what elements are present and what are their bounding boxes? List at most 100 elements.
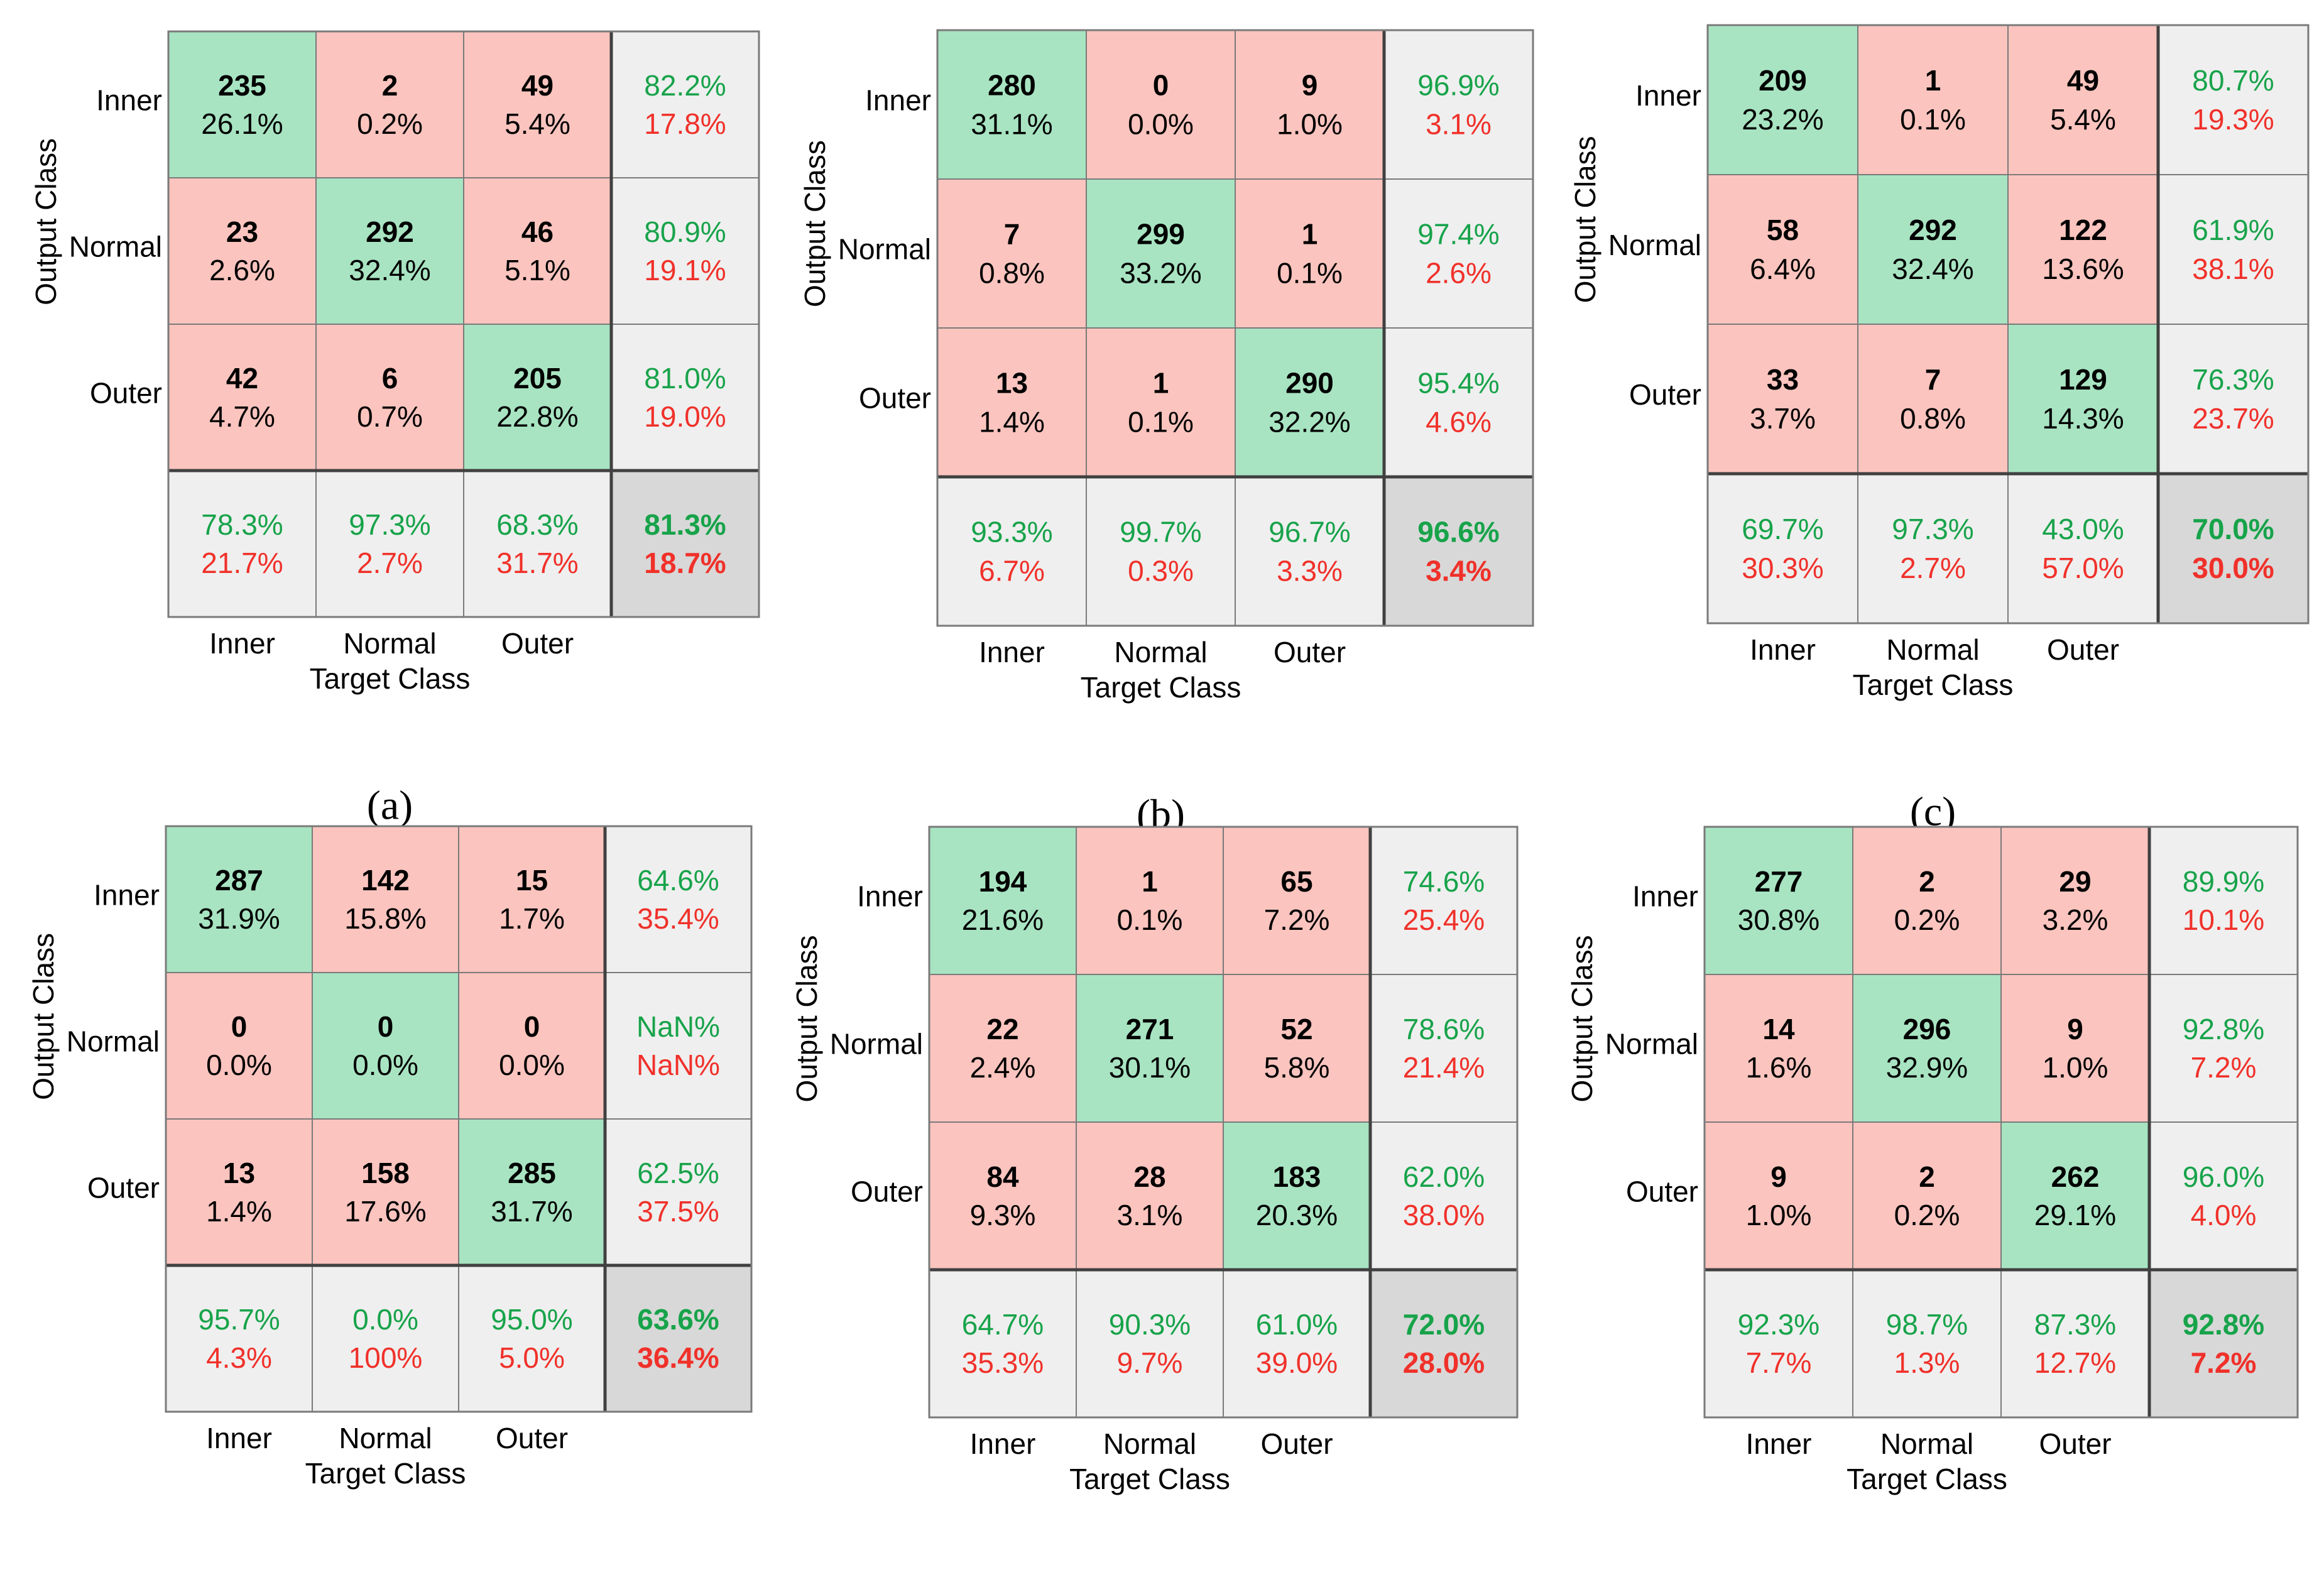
column-correct-rate: 93.3% (971, 516, 1052, 548)
cell-percent: 1.0% (1746, 1199, 1812, 1231)
misclass-cell (315, 324, 464, 471)
cell-count: 13 (996, 367, 1028, 400)
cell-percent: 5.4% (505, 107, 570, 140)
column-correct-rate: 97.3% (1892, 513, 1973, 545)
matrix-border (928, 826, 1519, 1419)
row-error-rate: 19.3% (2192, 103, 2274, 136)
column-correct-rate: 87.3% (2034, 1308, 2116, 1341)
column-correct-rate: 78.3% (201, 508, 283, 541)
cell-count: 58 (1767, 214, 1799, 246)
cell-count: 277 (1755, 865, 1803, 898)
cell-percent: 31.1% (971, 107, 1052, 140)
cell-percent: 3.7% (1750, 402, 1816, 435)
cell-percent: 31.7% (491, 1195, 572, 1228)
row-correct-rate: 76.3% (2192, 363, 2274, 396)
misclass-cell (312, 1118, 459, 1266)
column-correct-rate: 90.3% (1109, 1308, 1191, 1341)
cell-percent: 13.6% (2042, 253, 2124, 285)
cell-count: 7 (1004, 218, 1020, 251)
summary-cell (458, 1265, 606, 1412)
column-error-rate: 57.0% (2042, 552, 2124, 584)
misclass-cell (463, 177, 612, 325)
summary-cell (2000, 1269, 2150, 1418)
row-correct-rate: 81.0% (644, 362, 726, 395)
misclass-cell (1707, 174, 1858, 325)
correct-cell (312, 972, 459, 1120)
cell-percent: 3.2% (2043, 903, 2109, 936)
correct-cell (458, 1118, 606, 1266)
cell-percent: 32.9% (1886, 1051, 1968, 1084)
row-correct-rate: NaN% (636, 1010, 720, 1043)
correct-cell (168, 31, 317, 178)
column-correct-rate: 92.3% (1738, 1308, 1819, 1341)
cell-count: 0 (1153, 69, 1169, 102)
overall-error: 18.7% (644, 547, 726, 579)
column-error-rate: 9.7% (1117, 1346, 1183, 1379)
x-tick-label: Inner (1750, 633, 1816, 666)
misclass-cell (458, 826, 606, 973)
column-correct-rate: 98.7% (1886, 1308, 1968, 1341)
x-tick-label: Outer (2047, 633, 2119, 666)
x-tick-label: Normal (339, 1422, 432, 1454)
misclass-cell (1223, 974, 1371, 1123)
cell-percent: 0.1% (1900, 103, 1966, 136)
y-tick-label: Outer (1626, 1175, 1698, 1208)
misclass-cell (1707, 324, 1858, 474)
cell-count: 0 (378, 1010, 394, 1043)
x-tick-label: Outer (501, 627, 574, 660)
overall-error: 28.0% (1403, 1346, 1485, 1379)
misclass-cell (1086, 327, 1236, 477)
summary-cell (312, 1265, 459, 1412)
overall-error: 7.2% (2191, 1346, 2257, 1379)
row-correct-rate: 62.5% (637, 1157, 719, 1189)
row-error-rate: 4.0% (2191, 1199, 2257, 1231)
correct-cell (1086, 178, 1236, 329)
correct-cell (2007, 324, 2159, 474)
cell-percent: 0.2% (1894, 903, 1960, 936)
cell-percent: 29.1% (2034, 1199, 2116, 1231)
panel-caption: (a) (367, 783, 413, 829)
overall-accuracy-cell (2149, 1269, 2298, 1418)
correct-cell (1707, 25, 1858, 175)
misclass-cell (315, 31, 464, 178)
row-correct-rate: 64.6% (637, 864, 719, 897)
cell-count: 183 (1273, 1160, 1321, 1193)
cell-count: 65 (1280, 865, 1312, 898)
row-correct-rate: 74.6% (1403, 865, 1485, 898)
x-tick-label: Normal (1880, 1427, 1973, 1460)
y-tick-label: Inner (1632, 880, 1698, 912)
misclass-cell (937, 178, 1087, 329)
cell-count: 299 (1137, 218, 1185, 251)
column-correct-rate: 96.7% (1268, 516, 1350, 548)
cell-count: 13 (223, 1157, 255, 1189)
row-correct-rate: 61.9% (2192, 214, 2274, 246)
cell-count: 271 (1126, 1013, 1174, 1045)
row-error-rate: 17.8% (644, 107, 726, 140)
column-error-rate: 7.7% (1746, 1346, 1812, 1379)
x-tick-label: Outer (1260, 1427, 1333, 1460)
summary-cell (1383, 178, 1534, 329)
misclass-cell (1076, 826, 1224, 975)
column-correct-rate: 0.0% (352, 1303, 418, 1336)
cell-count: 209 (1759, 64, 1807, 97)
cell-percent: 2.4% (970, 1051, 1036, 1084)
cell-percent: 5.8% (1264, 1051, 1330, 1084)
summary-cell (611, 324, 760, 471)
cell-count: 14 (1762, 1013, 1795, 1045)
cell-percent: 33.2% (1120, 256, 1201, 289)
misclass-cell (2007, 174, 2159, 325)
misclass-cell (929, 1121, 1077, 1270)
summary-cell (611, 177, 760, 325)
matrix-border (167, 30, 760, 618)
cell-count: 262 (2051, 1160, 2100, 1193)
cell-count: 285 (508, 1157, 556, 1189)
confusion-matrix-panel: 235 26.1% 2 0.2% 49 5.4% 23 2.6% 292 32.4% 46 5.1% 4… (30, 30, 760, 829)
cell-percent: 22.8% (496, 400, 578, 433)
cell-percent: 0.0% (352, 1049, 418, 1081)
overall-accuracy: 92.8% (2183, 1308, 2264, 1341)
row-correct-rate: 80.7% (2192, 64, 2274, 97)
x-tick-label: Inner (970, 1427, 1036, 1460)
row-correct-rate: 95.4% (1417, 367, 1499, 400)
cell-percent: 1.4% (206, 1195, 272, 1228)
cell-percent: 7.2% (1264, 903, 1330, 936)
